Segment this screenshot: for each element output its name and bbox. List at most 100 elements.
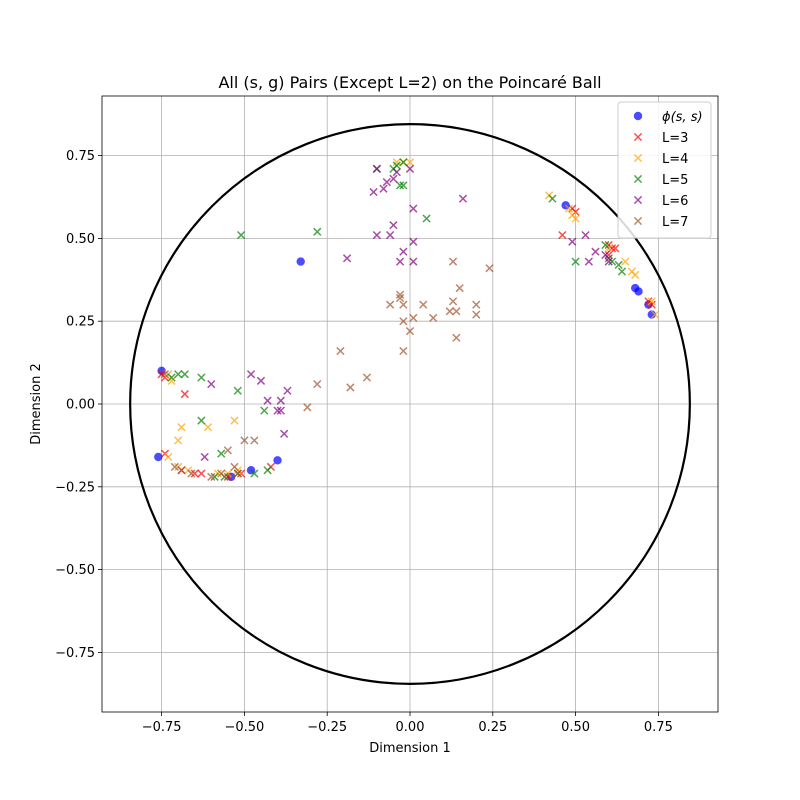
data-point xyxy=(342,254,352,263)
data-point xyxy=(571,257,580,266)
legend-marker xyxy=(633,132,643,142)
data-point xyxy=(634,287,643,296)
data-point xyxy=(273,406,282,415)
data-point xyxy=(250,469,259,478)
data-point xyxy=(303,403,312,412)
legend-label: L=6 xyxy=(662,194,688,209)
data-point xyxy=(429,313,438,323)
axis-ticks: −0.75 −0.50 −0.25 0.00 0.25 0.50 0.75 −0.75 −0.5… xyxy=(55,149,673,735)
y-tick-label: −0.25 xyxy=(55,480,95,495)
legend-box xyxy=(617,101,712,239)
data-point xyxy=(409,257,418,266)
data-point xyxy=(385,230,395,240)
data-point xyxy=(422,214,431,223)
data-point xyxy=(604,257,613,266)
data-point xyxy=(177,466,186,475)
data-point xyxy=(200,452,209,462)
data-point xyxy=(392,158,401,167)
data-point xyxy=(419,300,428,309)
legend-marker xyxy=(633,195,643,205)
data-point xyxy=(180,370,189,379)
data-point xyxy=(614,260,623,270)
legend: ϕ(s, s) L=3 L=4 L=5 L=6 L=7 xyxy=(617,101,712,239)
data-point xyxy=(207,379,216,389)
data-point xyxy=(448,297,458,306)
y-tick-label: 0.50 xyxy=(66,232,95,247)
data-point xyxy=(607,257,617,266)
data-point xyxy=(280,429,289,438)
data-point xyxy=(389,221,398,230)
data-point xyxy=(164,452,173,462)
data-point xyxy=(240,436,249,445)
data-point xyxy=(409,237,418,246)
data-point xyxy=(180,389,189,399)
data-point xyxy=(617,267,627,276)
data-point xyxy=(399,247,408,256)
legend-label: L=4 xyxy=(662,152,688,167)
data-point xyxy=(250,436,259,445)
data-point xyxy=(223,472,232,481)
data-point xyxy=(604,250,613,260)
data-point xyxy=(260,406,269,415)
data-point xyxy=(485,264,494,273)
x-tick-label: 0.25 xyxy=(478,720,507,735)
data-point xyxy=(263,466,272,475)
x-tick-label: 0.75 xyxy=(644,720,673,735)
legend-label: ϕ(s, s) xyxy=(662,110,703,125)
data-point xyxy=(445,307,454,316)
data-point xyxy=(362,373,372,382)
y-axis-label: Dimension 2 xyxy=(29,363,44,445)
data-point xyxy=(399,300,408,309)
series-4-points xyxy=(200,164,613,462)
legend-marker xyxy=(633,153,643,163)
data-point xyxy=(296,257,305,266)
data-point xyxy=(601,240,610,250)
chart-title: All (s, g) Pairs (Except L=2) on the Poi… xyxy=(218,73,601,92)
data-point xyxy=(591,247,600,256)
data-point xyxy=(458,194,468,203)
data-point xyxy=(313,379,322,389)
data-point xyxy=(409,204,418,213)
data-point xyxy=(631,270,640,279)
data-point xyxy=(395,290,405,299)
data-point xyxy=(650,310,660,319)
data-point xyxy=(246,370,256,379)
data-point xyxy=(233,386,242,395)
legend-marker xyxy=(633,111,643,121)
data-point xyxy=(392,168,401,177)
data-point xyxy=(197,469,206,478)
data-point xyxy=(207,472,216,481)
data-point xyxy=(174,370,183,379)
data-point xyxy=(273,456,282,465)
data-point xyxy=(379,184,388,193)
data-point xyxy=(382,177,391,187)
data-point xyxy=(263,396,272,405)
data-point xyxy=(313,227,322,236)
x-axis-label: Dimension 1 xyxy=(369,741,451,756)
data-point xyxy=(385,300,395,309)
data-point xyxy=(399,317,408,326)
data-point xyxy=(283,386,292,395)
data-point xyxy=(217,449,226,458)
y-tick-label: 0.25 xyxy=(66,315,95,330)
data-point xyxy=(276,406,285,415)
data-point xyxy=(395,181,405,190)
data-point xyxy=(372,164,382,173)
data-point xyxy=(607,244,617,253)
data-point xyxy=(276,396,285,405)
data-point xyxy=(167,376,176,385)
data-point xyxy=(230,462,239,472)
data-points xyxy=(154,158,660,482)
data-point xyxy=(177,423,186,432)
x-tick-label: −0.50 xyxy=(224,720,264,735)
poincare-ball-boundary xyxy=(129,123,691,685)
y-tick-label: 0.00 xyxy=(66,398,95,413)
data-point xyxy=(372,230,382,240)
legend-label: L=3 xyxy=(662,131,688,146)
x-tick-label: −0.25 xyxy=(307,720,347,735)
data-point xyxy=(399,158,408,167)
data-point xyxy=(395,257,405,266)
legend-label-args: (s, s) xyxy=(671,110,703,125)
data-point xyxy=(472,300,481,309)
